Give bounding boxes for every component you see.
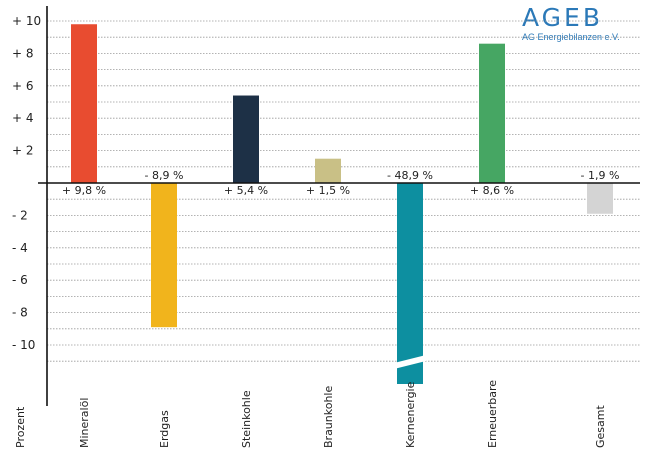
data-label: - 48,9 % (387, 169, 433, 182)
bar (151, 183, 177, 328)
data-label: - 1,9 % (581, 169, 620, 182)
logo-subtitle: AG Energiebilanzen e.V. (522, 32, 620, 42)
data-label: + 5,4 % (224, 184, 268, 197)
axis-break-mark (394, 355, 426, 369)
bar (71, 24, 97, 183)
y-tick-label: - 6 (12, 273, 28, 287)
bar (397, 183, 423, 384)
y-tick-label: + 2 (12, 144, 34, 158)
category-label: Erneuerbare (486, 380, 499, 448)
category-label: Braunkohle (322, 386, 335, 448)
bar (587, 183, 613, 214)
y-axis-title: Prozent (14, 406, 27, 448)
category-label: Gesamt (594, 405, 607, 448)
bar (479, 43, 505, 184)
category-label: Erdgas (158, 410, 171, 448)
y-tick-label: - 2 (12, 208, 28, 222)
bar (315, 158, 341, 183)
data-label: - 8,9 % (145, 169, 184, 182)
data-label: + 8,6 % (470, 184, 514, 197)
data-label: + 9,8 % (62, 184, 106, 197)
logo-text: AGEB (522, 3, 603, 32)
category-label: Steinkohle (240, 390, 253, 448)
data-label: + 1,5 % (306, 184, 350, 197)
y-tick-label: - 8 (12, 306, 28, 320)
y-tick-label: + 6 (12, 79, 34, 93)
y-tick-label: - 4 (12, 241, 28, 255)
y-tick-label: - 10 (12, 338, 35, 352)
category-label: Mineralöl (78, 398, 91, 448)
y-tick-label: + 4 (12, 111, 34, 125)
ageb-logo: AGEB AG Energiebilanzen e.V. (522, 3, 642, 43)
category-label: Kernenergie (404, 381, 417, 448)
y-tick-label: + 8 (12, 46, 34, 60)
y-tick-label: + 10 (12, 14, 41, 28)
bar (233, 95, 259, 183)
